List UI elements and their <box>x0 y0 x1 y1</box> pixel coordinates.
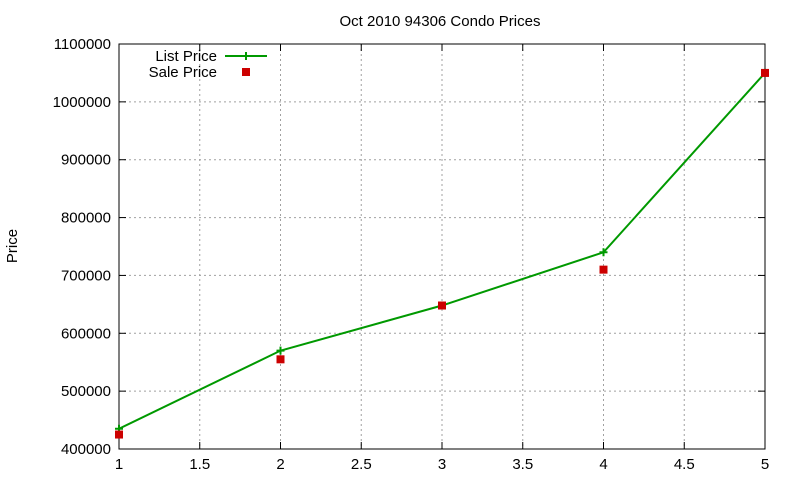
list-price-point <box>276 346 285 355</box>
x-tick-label: 2.5 <box>351 456 372 473</box>
x-tick-label: 3 <box>438 456 446 473</box>
sale-price-point <box>761 68 769 77</box>
list-price-point <box>599 248 608 257</box>
y-axis-title: Price <box>4 229 21 263</box>
legend-label: List Price <box>155 48 217 65</box>
y-tick-label: 600000 <box>61 325 111 342</box>
y-axis-tick-labels: 400000 500000 600000 700000 800000 900000 1000… <box>53 36 111 458</box>
y-tick-label: 400000 <box>61 441 111 458</box>
tick-marks <box>118 43 766 450</box>
y-tick-label: 1100000 <box>54 36 111 53</box>
x-axis-tick-labels: 1 1.5 2 2.5 3 3.5 4 4.5 5 <box>115 456 769 473</box>
y-tick-label: 900000 <box>61 152 111 169</box>
sale-price-point <box>115 430 123 439</box>
x-tick-label: 2 <box>276 456 284 473</box>
x-tick-label: 3.5 <box>512 456 533 473</box>
series-layer <box>115 68 769 439</box>
legend-swatch-square <box>242 68 250 76</box>
x-tick-label: 1.5 <box>189 456 210 473</box>
legend-label: Sale Price <box>149 64 217 81</box>
x-tick-label: 4.5 <box>674 456 695 473</box>
x-tick-label: 1 <box>115 456 123 473</box>
chart-title: Oct 2010 94306 Condo Prices <box>340 13 541 30</box>
legend-swatch-plus <box>242 52 250 60</box>
grid-layer <box>119 44 765 449</box>
y-tick-label: 1000000 <box>53 94 111 111</box>
y-tick-label: 700000 <box>61 267 111 284</box>
sale-price-point <box>599 265 608 274</box>
x-tick-label: 5 <box>761 456 769 473</box>
y-tick-label: 800000 <box>61 210 111 227</box>
x-tick-label: 4 <box>599 456 607 473</box>
sale-price-point <box>276 355 285 364</box>
y-tick-label: 500000 <box>61 383 111 400</box>
sale-price-point <box>438 301 446 310</box>
